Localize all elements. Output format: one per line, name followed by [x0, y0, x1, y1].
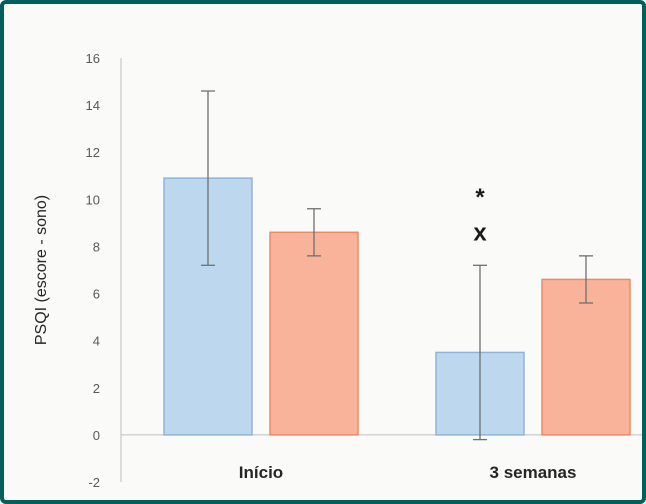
significance-annotation: x	[473, 219, 487, 246]
y-tick-label: 4	[93, 334, 100, 349]
bar	[541, 278, 631, 436]
significance-annotation: *	[475, 184, 485, 211]
y-tick-label: 0	[93, 428, 100, 443]
y-tick-label: 16	[86, 51, 100, 66]
y-tick-label: -2	[88, 475, 100, 490]
y-axis-title: PSQI (escore - sono)	[33, 195, 50, 345]
bar	[269, 231, 359, 436]
y-tick-label: 8	[93, 239, 100, 254]
y-tick-label: 14	[86, 98, 100, 113]
y-tick-label: 6	[93, 287, 100, 302]
y-tick-label: 12	[86, 145, 100, 160]
y-tick-label: 2	[93, 381, 100, 396]
x-category-label: Início	[239, 463, 283, 482]
x-category-label: 3 semanas	[490, 463, 577, 482]
y-tick-label: 10	[86, 192, 100, 207]
bar-chart: -2 0 2 4 6 8 10 12 14 16 PSQI (escore - sono) Iníci…	[33, 51, 642, 490]
